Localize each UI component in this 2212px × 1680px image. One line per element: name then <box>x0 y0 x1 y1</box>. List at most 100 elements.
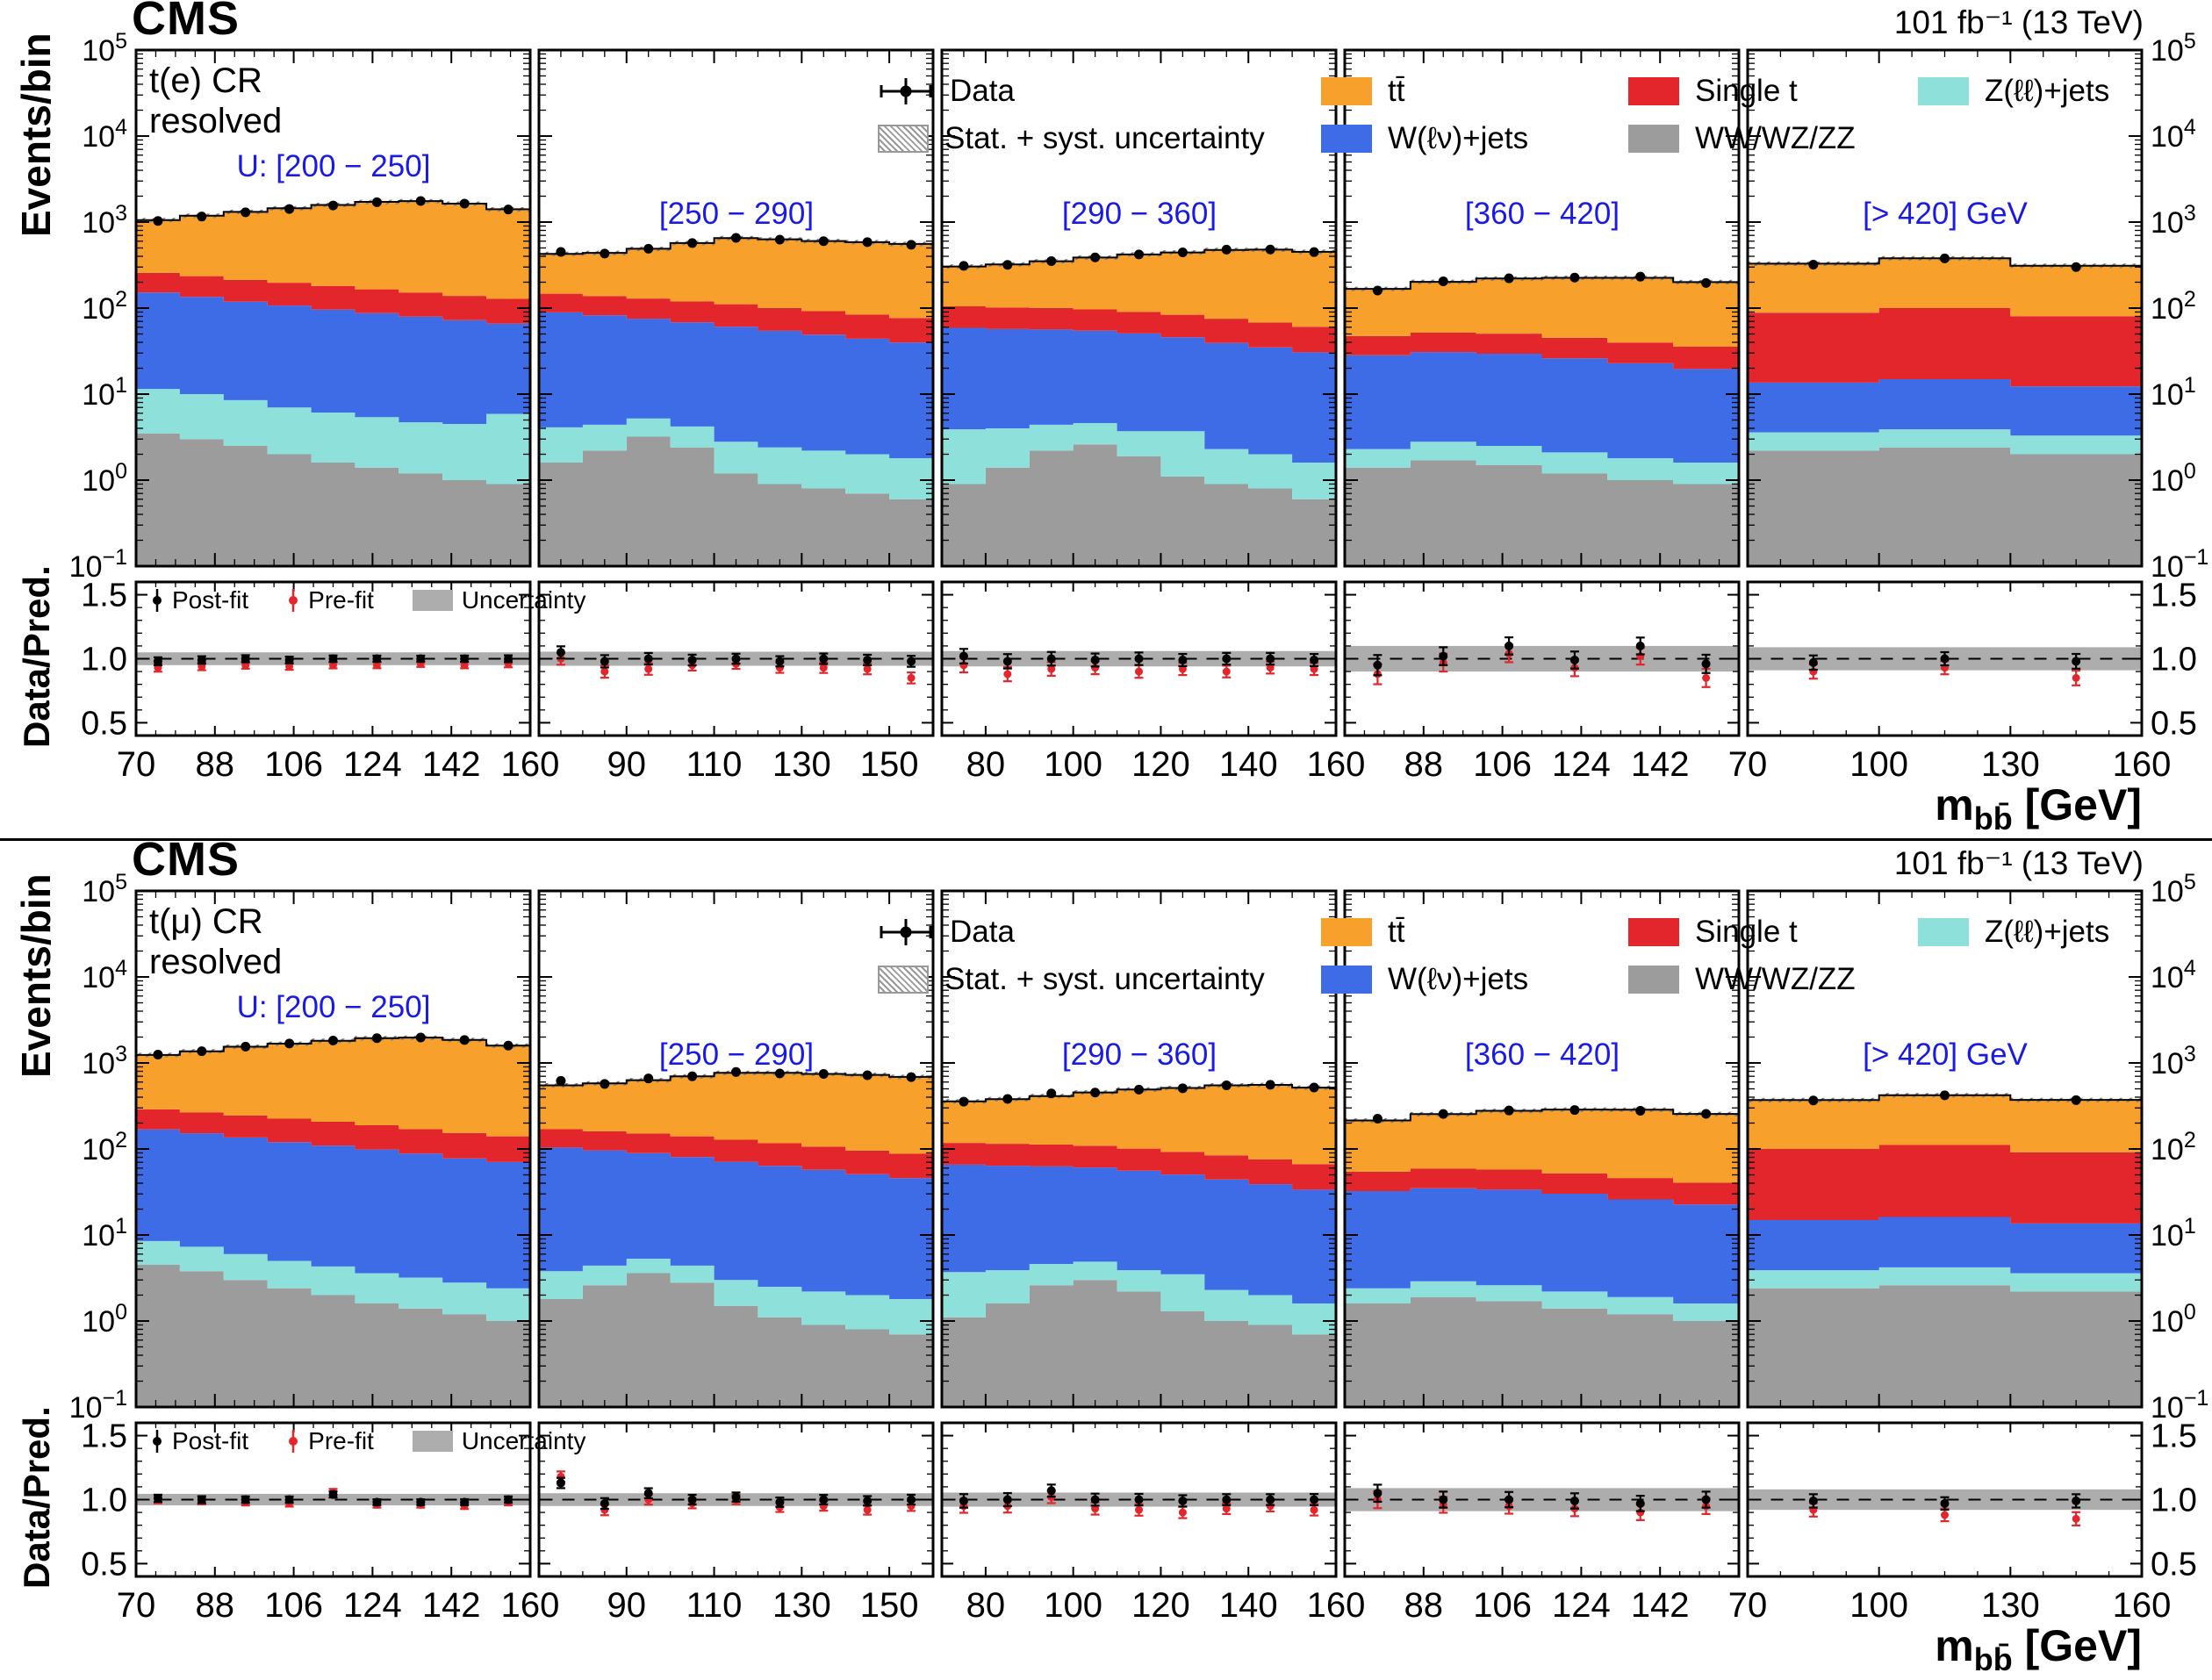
legend-label-ttbar: tt̄ <box>1388 915 1405 949</box>
x-tick-label: 142 <box>1631 745 1690 784</box>
ratio-point <box>504 654 514 664</box>
ratio-point <box>197 655 206 664</box>
x-tick-label: 90 <box>607 1586 647 1625</box>
ratio-panel-frame-1 <box>134 1421 532 1578</box>
svg-text:105: 105 <box>2151 29 2196 68</box>
x-tick-label: 88 <box>196 1586 235 1625</box>
data-point <box>241 1041 251 1052</box>
uncertainty-hatch-swatch <box>878 125 929 153</box>
x-tick-label: 100 <box>1044 745 1102 784</box>
ratio-point <box>687 1495 697 1504</box>
ratio-point <box>1701 1495 1711 1504</box>
ratio-point <box>863 1496 873 1505</box>
legend-item-ttbar: tt̄ <box>1321 74 1404 108</box>
ratio-panel-frame-3 <box>940 580 1338 737</box>
svg-text:0.5: 0.5 <box>81 1546 127 1583</box>
region-label-line2: resolved <box>149 102 283 140</box>
ratio-point <box>1047 664 1056 673</box>
main-panel-frame-2 <box>537 48 935 568</box>
x-tick-label: 140 <box>1219 745 1278 784</box>
data-point <box>328 1036 338 1046</box>
series-single_t <box>137 1109 529 1162</box>
ratio-legend-postfit: Post-fit <box>151 1427 248 1455</box>
x-tick-label: 70 <box>1728 745 1768 784</box>
lumi-label: 101 fb⁻¹ (13 TeV) <box>1893 4 2144 40</box>
svg-text:1.0: 1.0 <box>2151 1483 2197 1519</box>
ratio-legend-label-prefit: Pre-fit <box>308 586 374 614</box>
ratio-point <box>1222 1495 1232 1504</box>
ratio-point <box>959 1496 968 1505</box>
x-tick-label: 110 <box>686 1586 743 1625</box>
series-z_jets <box>137 389 529 485</box>
ratio-point <box>600 657 609 666</box>
ratio-panel-frame-4 <box>1343 1421 1741 1578</box>
ratio-legend-label-uncertainty: Uncertainty <box>461 1427 586 1454</box>
ttbar-swatch <box>1321 77 1372 105</box>
data-point <box>687 238 698 248</box>
series-single_t <box>943 1143 1335 1190</box>
series-ttbar <box>137 1037 529 1137</box>
x-tick-label: 130 <box>772 745 831 784</box>
data-point <box>1372 285 1382 296</box>
series-diboson <box>137 433 529 565</box>
svg-text:10−1: 10−1 <box>69 1386 127 1425</box>
ratio-panel-frame-3 <box>940 1421 1338 1578</box>
diboson-swatch <box>1628 125 1679 153</box>
x-tick-label: 100 <box>1044 1586 1102 1625</box>
ratio-point <box>1940 654 1950 664</box>
ratio-point <box>731 1492 741 1502</box>
svg-text:104: 104 <box>2151 115 2196 154</box>
x-tick-label: 106 <box>264 1586 323 1625</box>
ratio-point <box>644 664 653 673</box>
svg-text:100: 100 <box>2151 459 2196 498</box>
ratio-panel-frame-1 <box>134 580 532 737</box>
svg-text:105: 105 <box>82 29 127 68</box>
series-w_jets <box>540 1147 932 1299</box>
stacked-histogram-panel-2 <box>540 233 932 565</box>
data-point <box>1134 249 1144 260</box>
ratio-point <box>1090 655 1100 664</box>
series-ttbar <box>943 249 1335 327</box>
data-point <box>556 1075 566 1086</box>
ratio-point <box>328 1490 338 1499</box>
x-tick-label: 90 <box>607 745 647 784</box>
data-point <box>600 248 610 259</box>
legend-item-diboson: WW/WZ/ZZ <box>1628 121 1856 155</box>
legend-item-wjets: W(ℓν)+jets <box>1321 121 1528 155</box>
figure-t-e-cr: 70 88 106 124 142 160 10−1 100 101 102 103 104 105 0.… <box>0 0 2212 839</box>
recoil-bin-label-4: [360 − 420] <box>1464 197 1620 231</box>
data-point <box>371 197 382 207</box>
series-single_t <box>943 306 1335 353</box>
ratio-point <box>1266 1502 1275 1511</box>
ratio-legend-label-postfit: Post-fit <box>172 586 249 614</box>
data-point <box>1635 271 1646 282</box>
ratio-point <box>241 654 250 664</box>
uncertainty-hatch-swatch <box>878 966 929 994</box>
wjets-swatch <box>1321 966 1372 994</box>
series-ttbar <box>540 238 932 319</box>
data-point <box>774 234 785 245</box>
series-w_jets <box>1346 1188 1738 1303</box>
lumi-label: 101 fb⁻¹ (13 TeV) <box>1893 845 2144 881</box>
svg-text:100: 100 <box>82 459 127 498</box>
data-point <box>459 1035 470 1045</box>
data-point <box>556 247 566 257</box>
svg-text:100: 100 <box>2151 1300 2196 1339</box>
ratio-point <box>1310 1505 1318 1514</box>
ratio-legend-prefit: Pre-fit <box>287 1427 374 1455</box>
legend-item-single-t: Single t <box>1628 74 1798 108</box>
x-tick-label: 160 <box>2113 745 2172 784</box>
ratio-point <box>863 1505 872 1514</box>
ratio-legend-label-postfit: Post-fit <box>172 1427 249 1454</box>
svg-text:1.0: 1.0 <box>81 1483 127 1519</box>
recoil-bin-label-1: U: [200 − 250] <box>236 149 431 183</box>
legend-item-diboson: WW/WZ/ZZ <box>1628 962 1856 996</box>
ratio-point <box>1135 667 1143 676</box>
x-axis-title-symbol: m <box>1935 780 1974 829</box>
ratio-point <box>907 657 916 666</box>
ratio-uncertainty-band <box>1346 645 1738 672</box>
series-diboson <box>1749 1285 2141 1406</box>
data-point <box>731 233 741 243</box>
data-point <box>197 1046 207 1057</box>
series-ttbar <box>1346 277 1738 347</box>
